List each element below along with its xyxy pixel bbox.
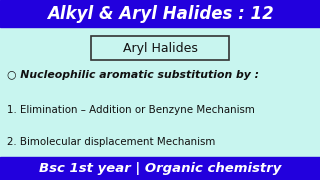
Text: 2. Bimolecular displacement Mechanism: 2. Bimolecular displacement Mechanism [7,137,215,147]
FancyBboxPatch shape [91,36,229,60]
Text: ○ Nucleophilic aromatic substitution by :: ○ Nucleophilic aromatic substitution by … [7,70,259,80]
Text: Bsc 1st year | Organic chemistry: Bsc 1st year | Organic chemistry [39,162,281,175]
Text: Aryl Halides: Aryl Halides [123,42,197,55]
Text: Alkyl & Aryl Halides : 12: Alkyl & Aryl Halides : 12 [47,5,273,23]
Text: 1. Elimination – Addition or Benzyne Mechanism: 1. Elimination – Addition or Benzyne Mec… [7,105,255,115]
Bar [0,0,320,27]
Bar [0,157,320,180]
